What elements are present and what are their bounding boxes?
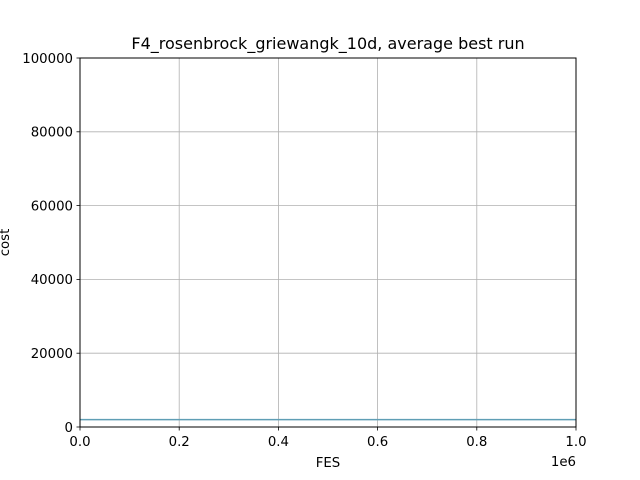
y-tick-label: 40000 [31,273,73,288]
y-tick-label: 0 [65,421,73,436]
x-tick-label: 0.2 [169,435,190,450]
chart-title: F4_rosenbrock_griewangk_10d, average bes… [131,34,524,54]
x-tick-label: 0.6 [367,435,388,450]
y-axis-label: cost [0,229,13,257]
plot-frame [79,57,577,428]
y-tick-label: 20000 [31,347,73,362]
x-tick-label: 0.4 [268,435,289,450]
x-tick-label: 1.0 [565,435,586,450]
y-tick-label: 100000 [22,52,73,67]
x-tick-label: 0.0 [69,435,90,450]
y-tick-label: 60000 [31,199,73,214]
x-axis-ticks: 0.0 0.2 0.4 0.6 0.8 1.0 [69,427,587,450]
x-tick-label: 0.8 [466,435,487,450]
x-axis-label: FES [316,456,341,471]
x-axis-offset-label: 1e6 [551,455,576,470]
y-tick-label: 80000 [31,126,73,141]
y-axis-ticks: 0 20000 40000 60000 80000 100000 [22,52,80,436]
